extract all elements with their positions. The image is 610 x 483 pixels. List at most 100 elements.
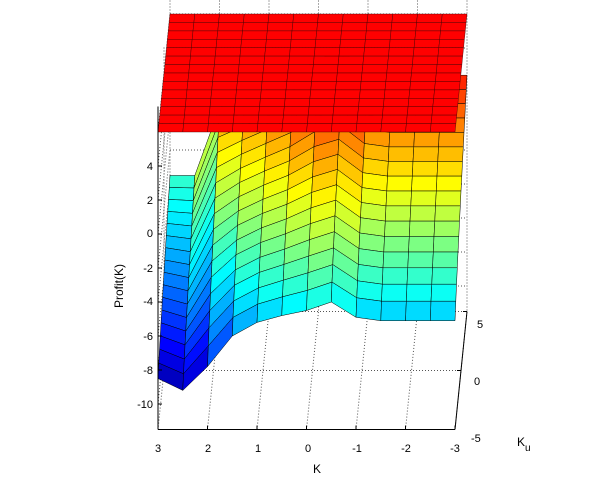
surface-cell: [411, 175, 438, 192]
plane-cell: [166, 39, 193, 48]
surface-cell: [432, 251, 459, 269]
plane-cell: [335, 81, 362, 91]
plane-cell: [212, 72, 239, 82]
plane-cell: [267, 13, 295, 23]
u-axis-label: Ku: [517, 435, 531, 454]
plane-cell: [388, 47, 415, 57]
plane-cell: [307, 114, 334, 124]
plane-cell: [284, 98, 311, 107]
surface-cell: [386, 175, 413, 192]
plane-cell: [341, 22, 368, 32]
plane-cell: [210, 89, 237, 99]
plane-cell: [262, 64, 289, 74]
surface-cell: [430, 300, 457, 321]
plane-cell: [211, 81, 238, 91]
plane-cell: [366, 13, 394, 23]
plane-cell: [240, 39, 267, 48]
plane-cell: [261, 81, 288, 91]
plane-cell: [158, 114, 185, 124]
y-tick-label: -2: [143, 263, 153, 275]
plane-cell: [412, 55, 439, 65]
surface-cell: [383, 236, 410, 253]
plane-cell: [216, 30, 243, 40]
plane-cell: [361, 64, 388, 74]
plane-cell: [439, 30, 466, 40]
plane-cell: [356, 114, 383, 124]
plane-cell: [285, 81, 312, 91]
plane-cell: [435, 72, 462, 82]
plane-cell: [164, 55, 191, 65]
surface-cell: [407, 251, 434, 269]
surface-cell: [405, 300, 432, 321]
plane-cell: [339, 39, 366, 48]
plane-cell: [333, 98, 360, 107]
plane-cell: [383, 89, 411, 99]
u-tick-labels: 5 0 -5: [471, 319, 483, 445]
plane-cell: [209, 98, 236, 107]
plane-cell: [157, 123, 184, 133]
plane-cell: [208, 106, 236, 116]
surface-cell: [380, 300, 407, 321]
plane-cell: [159, 106, 186, 116]
plane-cell: [316, 22, 343, 32]
plane-cell: [360, 81, 387, 91]
plane-cell: [363, 47, 390, 57]
plane-cell: [265, 39, 292, 48]
surface-cell: [387, 161, 414, 177]
plane-cell: [338, 47, 365, 57]
plane-cell: [190, 47, 217, 57]
plane-cell: [283, 106, 310, 116]
surface-cell: [409, 220, 436, 237]
plane-cell: [162, 72, 190, 82]
plane-cell: [430, 114, 457, 124]
surface-cell: [168, 187, 195, 201]
plane-cell: [431, 106, 458, 116]
plane-cell: [365, 30, 392, 40]
plane-cell: [289, 47, 316, 57]
u-axis-label-main: K: [517, 435, 525, 449]
plane-cell: [380, 123, 407, 133]
plane-cell: [437, 47, 464, 57]
surface-cell: [435, 190, 462, 207]
plane-cell: [390, 22, 417, 32]
plane-cell: [162, 81, 189, 91]
plane-cell: [214, 55, 241, 65]
surface-cell: [433, 220, 460, 237]
plane-cell: [381, 114, 408, 124]
plane-cell: [183, 114, 210, 124]
plane-cell: [440, 22, 467, 32]
surface-cell: [388, 146, 415, 162]
x-tick-labels: 3 2 1 0 -1 -2 -3: [155, 443, 460, 455]
plane-cell: [409, 81, 436, 91]
x-tick-label: 2: [205, 443, 211, 455]
surface-cell: [433, 236, 460, 253]
plane-cell: [337, 64, 364, 74]
surface-cell: [413, 132, 440, 148]
plane-cell: [413, 39, 440, 48]
plane-cell: [236, 81, 263, 91]
surface-cell: [169, 175, 196, 189]
surface-cell: [410, 190, 437, 207]
plane-cell: [290, 30, 318, 40]
plane-cell: [257, 114, 284, 124]
plane-cell: [234, 98, 261, 107]
plane-cell: [433, 89, 460, 99]
u-tick-label: 5: [477, 319, 483, 331]
plane-cell: [389, 30, 417, 40]
plane-cell: [188, 64, 215, 74]
surface-cell: [388, 132, 415, 148]
plane-cell: [389, 39, 416, 48]
plane-cell: [385, 72, 412, 82]
plane-cell: [331, 123, 358, 133]
plane-cell: [359, 89, 386, 99]
plane-cell: [317, 13, 344, 23]
plane-cell: [382, 106, 409, 116]
plane-cell: [207, 123, 234, 133]
plane-cell: [314, 39, 341, 48]
plane-cell: [414, 30, 441, 40]
plane-cell: [232, 114, 259, 124]
surface-cell: [436, 175, 463, 192]
x-tick-label: -3: [450, 443, 460, 455]
surface-cell: [385, 205, 412, 222]
